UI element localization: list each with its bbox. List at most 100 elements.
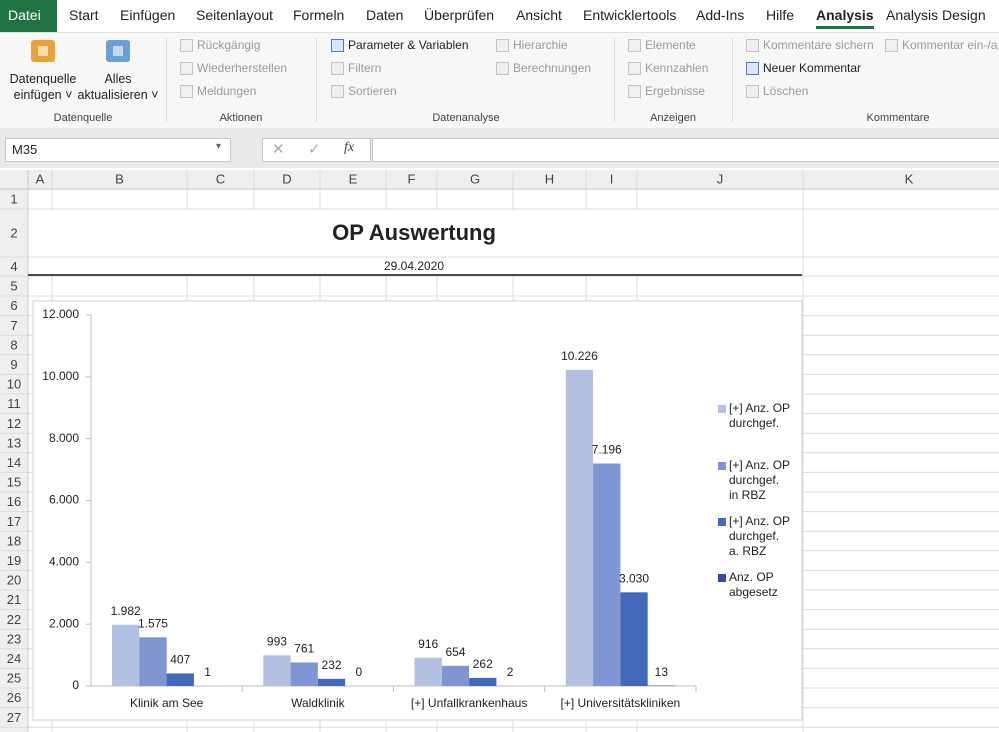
ribbon-item[interactable]: Ergebnisse <box>645 84 706 98</box>
ribbon-item-icon[interactable] <box>628 39 641 52</box>
group-title: Anzeigen <box>650 112 696 124</box>
column-header-bar <box>0 170 999 189</box>
ribbon-item[interactable]: Kommentar ein-/a <box>902 38 998 52</box>
data-label: 262 <box>473 657 493 671</box>
y-tick-label: 4.000 <box>49 555 79 569</box>
column-header: J <box>717 171 724 186</box>
row-header: 2 <box>10 225 17 240</box>
y-tick-label: 0 <box>72 678 79 692</box>
y-tick-label: 6.000 <box>49 493 79 507</box>
ribbon-item[interactable]: Rückgängig <box>197 38 261 52</box>
legend-line: Anz. OP <box>729 570 777 584</box>
ribbon-item[interactable]: Kennzahlen <box>645 61 709 75</box>
ribbon-item-icon[interactable] <box>180 85 193 98</box>
ribbon-tab[interactable]: Einfügen <box>120 7 176 23</box>
row-header: 24 <box>7 651 21 666</box>
legend-line: [+] Anz. OP <box>729 458 793 472</box>
bar <box>290 662 318 686</box>
ribbon-item[interactable]: Kommentare sichern <box>763 38 874 52</box>
dropdown-arrow[interactable]: ▾ <box>216 141 222 152</box>
ribbon-item[interactable]: Neuer Kommentar <box>763 61 862 75</box>
bar <box>620 592 648 686</box>
legend-label: [+] Anz. OP durchgef. in RBZ <box>729 458 793 502</box>
data-label: 3.030 <box>619 571 649 585</box>
ribbon-tab[interactable]: Start <box>69 7 99 23</box>
y-tick-label: 10.000 <box>42 369 79 383</box>
ribbon-tab[interactable]: Überprüfen <box>424 7 495 23</box>
ribbon-item-icon[interactable] <box>746 62 759 75</box>
row-header: 10 <box>7 377 21 392</box>
data-label: 1.575 <box>138 616 168 630</box>
ribbon-item[interactable]: Sortieren <box>348 84 397 98</box>
ribbon-item-icon[interactable] <box>746 85 759 98</box>
ribbon-tab[interactable]: Seitenlayout <box>196 7 274 23</box>
ribbon-item[interactable]: Parameter & Variablen <box>348 38 469 52</box>
ribbon-tab[interactable]: Hilfe <box>766 7 795 23</box>
legend-label: [+] Anz. OP durchgef. a. RBZ <box>729 514 793 558</box>
ribbon-item-icon[interactable] <box>331 39 344 52</box>
row-header: 22 <box>7 612 21 627</box>
ribbon-item-icon[interactable] <box>180 39 193 52</box>
group-title: Datenquelle <box>53 112 113 124</box>
column-header: I <box>610 171 614 186</box>
row-header: 4 <box>10 259 17 274</box>
button-label[interactable]: Datenquelle <box>9 72 77 86</box>
ribbon-item[interactable]: Elemente <box>645 38 696 52</box>
row-header: 17 <box>7 514 21 529</box>
column-header: D <box>282 171 291 186</box>
formula-input[interactable] <box>372 138 999 162</box>
ribbon-item[interactable]: Hierarchie <box>513 38 568 52</box>
ribbon-tab[interactable]: Formeln <box>293 7 345 23</box>
row-header: 9 <box>10 357 17 372</box>
row-header: 12 <box>7 416 21 431</box>
ribbon-tab[interactable]: Analysis Design <box>886 7 986 23</box>
file-tab-bg <box>0 0 57 32</box>
ribbon-tab[interactable]: Datei <box>8 7 41 23</box>
ribbon-item[interactable]: Filtern <box>348 61 382 75</box>
y-tick-label: 8.000 <box>49 431 79 445</box>
row-header: 23 <box>7 631 21 646</box>
bar <box>565 369 594 686</box>
ribbon-item-icon[interactable] <box>496 39 509 52</box>
name-box[interactable] <box>5 138 231 162</box>
ribbon-item[interactable]: Löschen <box>763 84 809 98</box>
button-label[interactable]: einfügen ˅ <box>13 88 73 102</box>
button-label[interactable]: aktualisieren ˅ <box>77 88 159 102</box>
ribbon-item-icon[interactable] <box>628 85 641 98</box>
row-header: 8 <box>10 337 17 352</box>
bar <box>112 624 140 686</box>
ribbon-item[interactable]: Berechnungen <box>513 61 592 75</box>
enter-button[interactable]: ✓ <box>308 141 321 158</box>
ribbon-item-icon[interactable] <box>746 39 759 52</box>
ribbon-item-icon[interactable] <box>331 62 344 75</box>
ribbon-item-icon[interactable] <box>628 62 641 75</box>
name-box-text: M35 <box>12 142 38 157</box>
column-header: B <box>115 171 124 186</box>
ribbon-item-icon[interactable] <box>180 62 193 75</box>
row-header: 28 <box>7 729 21 732</box>
bar <box>593 463 621 686</box>
ribbon-item-icon[interactable] <box>331 85 344 98</box>
row-header-bar <box>0 170 28 732</box>
legend-swatch <box>718 574 726 582</box>
ribbon-tab[interactable]: Entwicklertools <box>583 7 677 23</box>
bar <box>317 678 346 686</box>
fx-button[interactable]: fx <box>344 140 355 155</box>
row-header: 15 <box>7 475 21 490</box>
ribbon-tab[interactable]: Add-Ins <box>696 7 745 23</box>
title-cell <box>29 210 802 275</box>
ribbon-tab[interactable]: Ansicht <box>516 7 562 23</box>
ribbon-tab[interactable]: Daten <box>366 7 404 23</box>
data-label: 1.982 <box>111 604 141 618</box>
group-separator <box>732 38 733 122</box>
cancel-button[interactable]: ✕ <box>272 141 285 158</box>
ribbon-item[interactable]: Wiederherstellen <box>197 61 288 75</box>
ribbon-item[interactable]: Meldungen <box>197 84 257 98</box>
ribbon-tab[interactable]: Analysis <box>816 7 874 29</box>
data-label: 2 <box>507 665 514 679</box>
ribbon-item-icon[interactable] <box>885 39 898 52</box>
button-label[interactable]: Alles <box>104 72 132 86</box>
ribbon-item-icon[interactable] <box>496 62 509 75</box>
data-label: 761 <box>294 642 314 656</box>
